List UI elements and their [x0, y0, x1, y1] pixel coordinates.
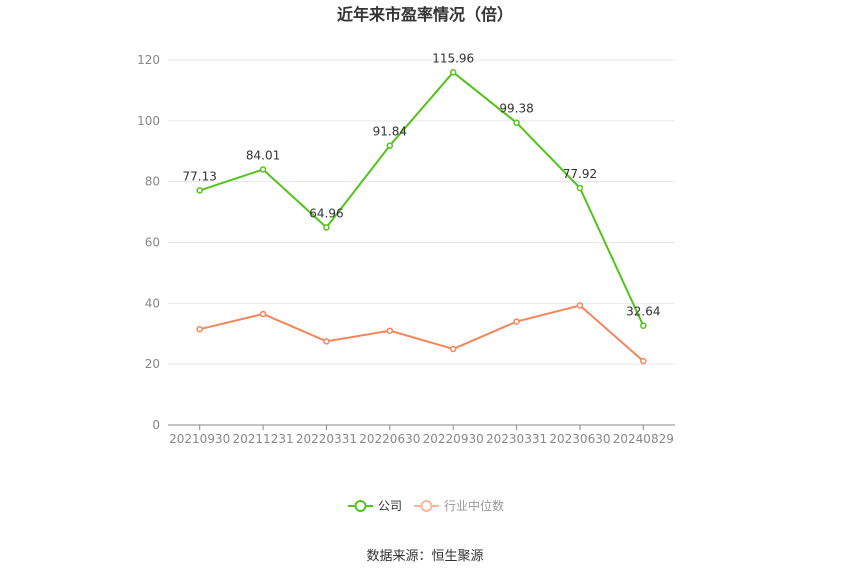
data-point — [259, 166, 267, 173]
x-tick-label: 20220630 — [359, 432, 420, 446]
legend-marker — [354, 500, 367, 512]
y-tick-label: 0 — [152, 418, 160, 432]
x-tick-label: 20240829 — [613, 432, 674, 446]
y-tick-label: 20 — [145, 357, 160, 371]
y-tick-label: 40 — [145, 296, 160, 310]
data-point — [640, 357, 647, 365]
series-line — [199, 70, 645, 327]
y-tick-label: 60 — [145, 236, 160, 250]
data-label: 99.38 — [499, 102, 533, 116]
source-note: 数据来源：恒生聚源 — [366, 549, 483, 564]
x-tick-label: 20220930 — [423, 432, 484, 446]
x-tick-label: 20220331 — [296, 432, 357, 446]
data-label: 91.84 — [373, 125, 407, 139]
legend-label: 公司 — [378, 499, 402, 513]
data-label: 77.92 — [563, 167, 597, 181]
legend-label: 行业中位数 — [444, 498, 504, 513]
data-point — [386, 327, 394, 334]
chart-title: 近年来市盈率情况（倍） — [337, 5, 513, 24]
data-label: 64.96 — [309, 206, 343, 220]
series-line — [199, 304, 644, 362]
data-point — [640, 322, 647, 329]
data-point — [196, 325, 203, 333]
y-tick-label: 80 — [145, 175, 160, 189]
x-tick-label: 20210930 — [169, 432, 230, 446]
data-point — [449, 69, 457, 76]
data-label: 77.13 — [183, 169, 217, 183]
data-point — [449, 345, 457, 353]
legend-marker — [420, 500, 433, 512]
data-point — [323, 338, 330, 345]
y-tick-label: 120 — [137, 53, 160, 67]
data-point — [259, 310, 267, 318]
data-point — [576, 302, 584, 309]
x-tick-label: 20230630 — [549, 432, 610, 446]
data-point — [513, 119, 520, 126]
y-tick-label: 100 — [137, 114, 160, 128]
x-tick-label: 20211231 — [233, 432, 294, 446]
data-point — [323, 224, 330, 231]
data-point — [386, 142, 394, 149]
data-label: 115.96 — [432, 51, 474, 65]
data-point — [576, 184, 584, 192]
data-point — [196, 187, 203, 194]
x-tick-label: 20230331 — [486, 432, 547, 446]
data-label: 32.64 — [626, 305, 660, 319]
data-point — [513, 318, 520, 325]
data-label: 84.01 — [246, 148, 280, 162]
